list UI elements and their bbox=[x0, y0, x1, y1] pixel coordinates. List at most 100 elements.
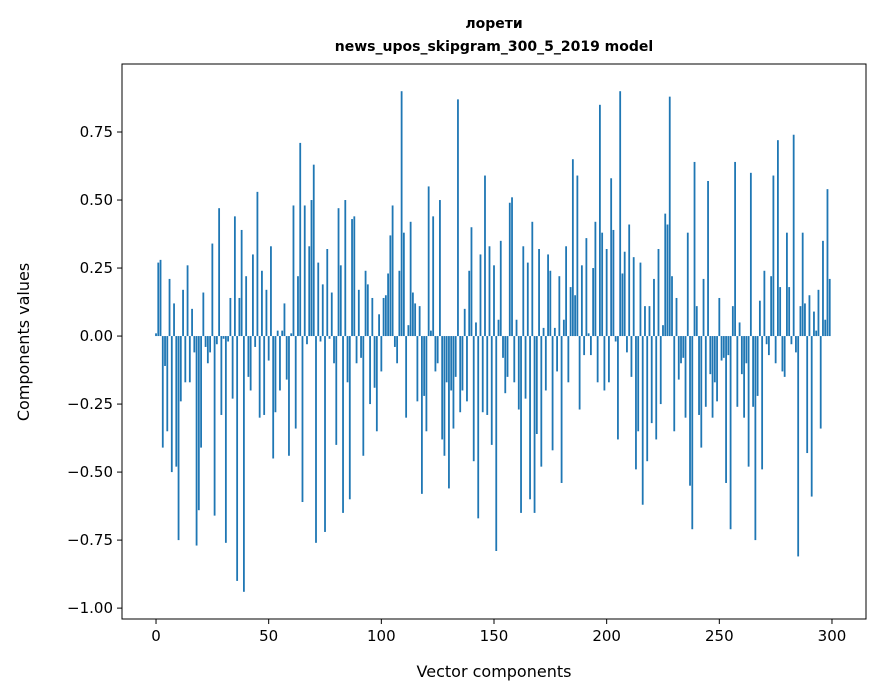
bar-254 bbox=[727, 336, 730, 356]
bar-59 bbox=[288, 336, 290, 456]
bar-95 bbox=[369, 336, 371, 405]
bar-225 bbox=[662, 325, 664, 337]
bar-139 bbox=[468, 270, 471, 337]
x-tick-label: 250 bbox=[705, 627, 734, 645]
bar-75 bbox=[324, 336, 326, 532]
bar-13 bbox=[184, 336, 187, 383]
bar-96 bbox=[371, 297, 374, 337]
bar-275 bbox=[774, 336, 777, 364]
bar-118 bbox=[420, 336, 423, 494]
bar-119 bbox=[423, 336, 426, 396]
bar-102 bbox=[384, 295, 387, 337]
bar-273 bbox=[770, 276, 773, 337]
bar-145 bbox=[481, 336, 484, 413]
bar-184 bbox=[569, 287, 572, 337]
bar-31 bbox=[224, 336, 227, 543]
bar-221 bbox=[653, 278, 655, 337]
bar-256 bbox=[731, 306, 734, 337]
bar-156 bbox=[506, 336, 509, 377]
bar-181 bbox=[562, 319, 565, 337]
bar-153 bbox=[499, 240, 502, 337]
bar-48 bbox=[263, 336, 266, 415]
bar-299 bbox=[828, 278, 831, 337]
bar-202 bbox=[610, 178, 613, 337]
bar-231 bbox=[675, 297, 678, 337]
bar-50 bbox=[267, 336, 270, 361]
bar-134 bbox=[457, 99, 459, 337]
bar-290 bbox=[808, 295, 811, 337]
bar-129 bbox=[445, 336, 448, 383]
bar-68 bbox=[308, 246, 311, 337]
bar-80 bbox=[335, 336, 338, 445]
bar-197 bbox=[598, 104, 601, 337]
bar-172 bbox=[542, 327, 545, 337]
bar-10 bbox=[177, 336, 180, 541]
bar-294 bbox=[817, 289, 820, 337]
bar-291 bbox=[810, 336, 813, 497]
bar-40 bbox=[245, 276, 248, 337]
bar-143 bbox=[477, 336, 480, 519]
bar-265 bbox=[752, 336, 755, 407]
bar-289 bbox=[806, 336, 809, 454]
bar-281 bbox=[788, 287, 791, 337]
bar-207 bbox=[621, 273, 624, 337]
bar-203 bbox=[612, 229, 615, 337]
bar-97 bbox=[373, 336, 376, 388]
bar-104 bbox=[389, 235, 392, 337]
bar-90 bbox=[357, 289, 360, 337]
bar-293 bbox=[815, 330, 818, 337]
y-tick-label: −0.50 bbox=[67, 463, 113, 481]
y-axis: −1.00 −0.75 −0.50 −0.25 0.00 0.25 0.50 0.75 bbox=[67, 123, 122, 617]
bar-230 bbox=[673, 336, 676, 432]
bar-232 bbox=[677, 336, 680, 380]
bar-32 bbox=[227, 336, 230, 342]
bar-98 bbox=[375, 336, 378, 432]
bar-22 bbox=[204, 336, 207, 347]
bar-211 bbox=[630, 336, 633, 377]
bar-36 bbox=[236, 336, 239, 581]
bar-81 bbox=[337, 208, 340, 337]
bar-178 bbox=[556, 336, 558, 372]
bar-85 bbox=[346, 336, 349, 383]
y-tick-label: −0.25 bbox=[67, 395, 113, 413]
bar-250 bbox=[718, 297, 721, 337]
y-tick-label: 0.75 bbox=[80, 123, 113, 141]
bar-136 bbox=[461, 336, 464, 391]
bar-218 bbox=[646, 336, 649, 462]
y-tick-label: 0.00 bbox=[80, 327, 113, 345]
bar-91 bbox=[360, 336, 362, 358]
bar-216 bbox=[641, 336, 644, 505]
bar-137 bbox=[463, 308, 466, 337]
bar-44 bbox=[254, 336, 257, 347]
bar-47 bbox=[261, 270, 263, 337]
bar-244 bbox=[704, 336, 707, 407]
bar-117 bbox=[418, 306, 421, 337]
bar-248 bbox=[713, 336, 716, 383]
bar-177 bbox=[553, 327, 556, 337]
bar-0 bbox=[155, 333, 157, 337]
y-tick-label: −0.75 bbox=[67, 531, 113, 549]
bar-140 bbox=[470, 227, 473, 337]
bar-245 bbox=[707, 180, 709, 337]
bar-138 bbox=[466, 336, 468, 402]
bar-87 bbox=[351, 219, 353, 337]
bar-268 bbox=[758, 300, 761, 337]
bar-60 bbox=[290, 333, 293, 337]
bar-61 bbox=[292, 205, 295, 337]
bar-76 bbox=[326, 249, 329, 337]
bar-298 bbox=[826, 189, 829, 337]
bar-239 bbox=[693, 161, 696, 337]
bar-27 bbox=[215, 336, 218, 345]
bar-125 bbox=[436, 336, 439, 364]
bar-199 bbox=[603, 336, 606, 391]
bar-182 bbox=[565, 246, 568, 337]
bar-286 bbox=[799, 306, 802, 337]
bar-103 bbox=[387, 273, 390, 337]
bar-219 bbox=[648, 306, 651, 337]
bar-251 bbox=[720, 336, 723, 361]
bar-149 bbox=[490, 336, 493, 445]
bar-223 bbox=[657, 249, 660, 337]
bar-173 bbox=[544, 336, 547, 391]
bar-29 bbox=[220, 336, 223, 415]
bar-34 bbox=[231, 336, 234, 399]
